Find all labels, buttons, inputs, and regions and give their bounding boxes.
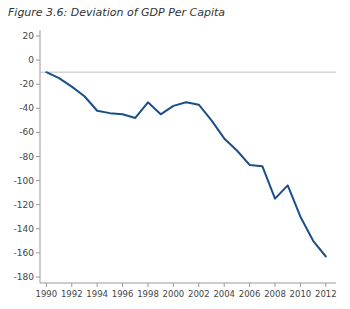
y-tick (36, 84, 40, 85)
y-tick-label: -40 (19, 103, 34, 113)
y-tick (36, 132, 40, 133)
title: Figure 3.6: Deviation of GDP Per Capita (8, 6, 225, 19)
y-tick-label: -140 (14, 224, 35, 234)
x-tick (198, 283, 199, 287)
x-tick (300, 283, 301, 287)
x-axis-line (40, 283, 336, 284)
x-tick-label: 2004 (213, 289, 235, 299)
x-tick (275, 283, 276, 287)
reference-line (40, 72, 336, 73)
x-tick-label: 2012 (315, 289, 337, 299)
x-tick (325, 283, 326, 287)
y-tick (36, 36, 40, 37)
y-tick-label: -100 (14, 176, 35, 186)
x-tick (122, 283, 123, 287)
x-tick (71, 283, 72, 287)
x-tick-label: 1992 (61, 289, 83, 299)
y-tick-label: -60 (19, 127, 34, 137)
x-tick-label: 1990 (36, 289, 58, 299)
y-tick (36, 180, 40, 181)
x-tick-label: 1996 (112, 289, 134, 299)
y-tick-label: -80 (19, 152, 34, 162)
y-tick (36, 276, 40, 277)
x-tick (224, 283, 225, 287)
x-tick (147, 283, 148, 287)
x-tick (173, 283, 174, 287)
y-tick-label: -160 (14, 248, 35, 258)
x-tick-label: 1998 (137, 289, 159, 299)
x-tick (97, 283, 98, 287)
y-tick (36, 60, 40, 61)
x-tick (46, 283, 47, 287)
x-tick-label: 1994 (86, 289, 108, 299)
y-tick (36, 228, 40, 229)
x-tick (249, 283, 250, 287)
y-tick-label: -120 (14, 200, 35, 210)
chart-container: Figure 3.6: Deviation of GDP Per Capita 2… (0, 0, 350, 309)
y-tick-label: 20 (23, 31, 35, 41)
chart-svg: Figure 3.6: Deviation of GDP Per Capita 2… (0, 0, 350, 309)
y-tick-label: -180 (14, 272, 35, 282)
x-tick-label: 2000 (163, 289, 185, 299)
x-tick-label: 2002 (188, 289, 210, 299)
axes: 200-20-40-60-80-100-120-140-160-18019901… (14, 30, 337, 299)
y-tick (36, 156, 40, 157)
plot-area (40, 72, 336, 256)
y-tick-label: -20 (19, 79, 34, 89)
x-tick-label: 2008 (264, 289, 286, 299)
x-tick-label: 2006 (239, 289, 261, 299)
x-tick-label: 2010 (290, 289, 312, 299)
y-tick-label: 0 (28, 55, 34, 65)
data-line (46, 72, 325, 256)
y-tick (36, 252, 40, 253)
y-tick (36, 204, 40, 205)
y-tick (36, 108, 40, 109)
